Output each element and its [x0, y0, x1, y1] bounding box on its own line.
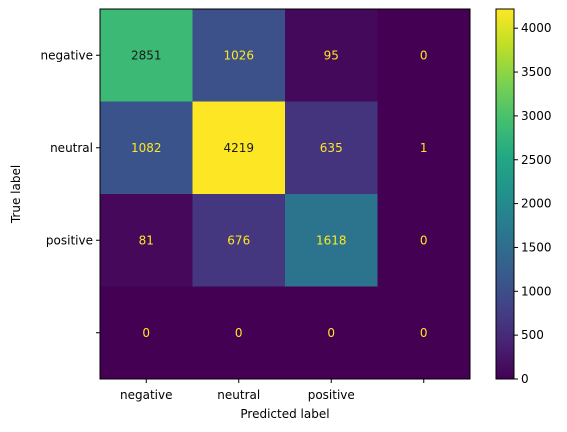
matrix-cell	[100, 194, 193, 287]
matrix-cell-labels: 2851 1026 95 0 1082 4219 635 1 81 676 1618 0 0 0 0 0	[131, 48, 428, 340]
colorbar-tick-label: 2500	[521, 153, 552, 167]
matrix-cell	[100, 286, 193, 380]
cell-value-label: 2851	[131, 48, 162, 62]
x-tick-label: negative	[120, 388, 172, 402]
matrix-cell	[192, 101, 286, 195]
y-tick-label: neutral	[50, 141, 93, 155]
matrix-cell	[377, 101, 471, 195]
colorbar-tick-label: 3500	[521, 65, 552, 79]
x-axis-title: Predicted label	[240, 407, 329, 421]
cell-value-label: 1082	[131, 141, 162, 155]
cell-value-label: 0	[420, 326, 428, 340]
colorbar	[495, 8, 515, 380]
cell-value-label: 1026	[223, 48, 254, 62]
cell-value-label: 635	[320, 141, 343, 155]
colorbar-ticks: 0 500 1000 1500 2000 2500 3000 3500 4000	[514, 21, 552, 386]
cell-value-label: 95	[324, 48, 339, 62]
colorbar-tick-label: 1500	[521, 240, 552, 254]
matrix-cell	[285, 194, 378, 287]
cell-value-label: 1	[420, 141, 428, 155]
matrix-cell	[100, 9, 193, 102]
matrix-cell	[285, 101, 378, 195]
matrix-cells	[100, 9, 471, 380]
x-tick-label: neutral	[217, 388, 260, 402]
colorbar-tick-label: 1000	[521, 284, 552, 298]
cell-value-label: 81	[139, 233, 154, 247]
matrix-cell	[192, 9, 286, 102]
matrix-frame	[99, 8, 471, 380]
cell-value-label: 4219	[223, 141, 254, 155]
matrix-cell	[377, 286, 471, 380]
cell-value-label: 0	[235, 326, 243, 340]
matrix-cell	[377, 194, 471, 287]
cell-value-label: 0	[142, 326, 150, 340]
matrix-cell	[192, 286, 286, 380]
matrix-cell	[285, 286, 378, 380]
cell-value-label: 1618	[316, 233, 347, 247]
colorbar-tick-label: 4000	[521, 21, 552, 35]
matrix-cell	[100, 101, 193, 195]
colorbar-tick-label: 0	[521, 372, 529, 386]
cell-value-label: 0	[420, 48, 428, 62]
matrix-cell	[192, 194, 286, 287]
colorbar-tick-label: 500	[521, 328, 544, 342]
y-tick-label: negative	[41, 48, 93, 62]
y-axis-title: True label	[9, 165, 23, 224]
matrix-cell	[285, 9, 378, 102]
x-tick-label: positive	[308, 388, 355, 402]
cell-value-label: 0	[327, 326, 335, 340]
y-tick-label: positive	[46, 233, 93, 247]
y-axis-ticks: negative neutral positive	[41, 48, 100, 334]
colorbar-tick-label: 3000	[521, 109, 552, 123]
cell-value-label: 0	[420, 233, 428, 247]
cell-value-label: 676	[227, 233, 250, 247]
matrix-cell	[377, 9, 471, 102]
colorbar-tick-label: 2000	[521, 197, 552, 211]
x-axis-ticks: negative neutral positive	[120, 379, 425, 402]
